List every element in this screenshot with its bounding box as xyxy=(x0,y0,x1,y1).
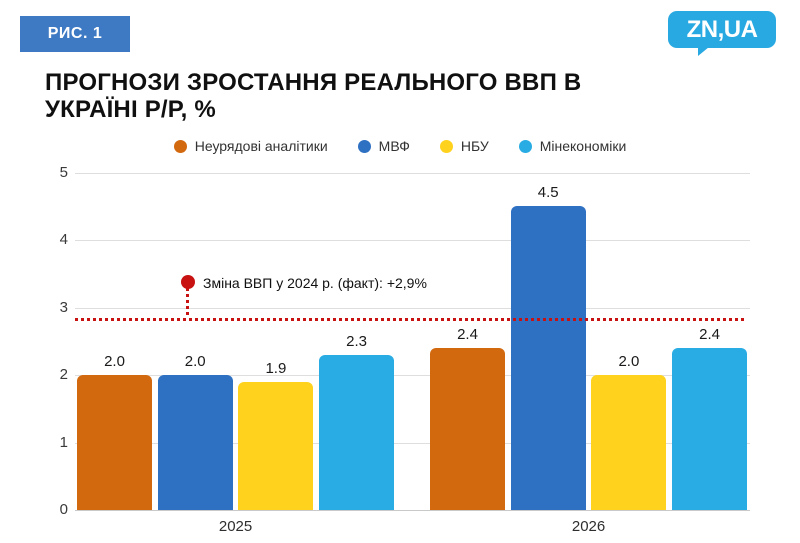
bar-2026-series-2 xyxy=(510,206,586,510)
bar-2026-series-1 xyxy=(430,348,505,510)
bar-value-label: 2.0 xyxy=(104,353,125,370)
y-axis-tick-label: 4 xyxy=(59,231,68,248)
figure-badge: РИС. 1 xyxy=(20,16,130,52)
legend-label: Мінекономіки xyxy=(539,138,627,154)
znua-logo-text: ZN,UA xyxy=(686,15,758,43)
legend-label: НБУ xyxy=(460,138,489,154)
bar-2025-series-4 xyxy=(319,354,395,510)
reference-dot-icon xyxy=(181,275,195,289)
bar-value-label: 4.5 xyxy=(537,184,559,202)
legend-color-dot-icon xyxy=(357,139,371,153)
znua-logo: ZN,UA xyxy=(668,11,776,56)
bar-value-label: 2.0 xyxy=(618,353,640,370)
y-axis-tick-label: 1 xyxy=(59,433,68,451)
logo-tail-icon xyxy=(698,47,709,56)
chart-legend: Неурядові аналітики МВФ НБУ Мінекономіки xyxy=(0,138,800,154)
bar-value-label: 2.3 xyxy=(346,332,368,350)
bar-2025-series-3 xyxy=(238,381,314,510)
legend-item: Неурядові аналітики xyxy=(173,138,328,154)
legend-item: НБУ xyxy=(439,138,489,154)
page-title-line2: УКРАЇНІ Р/Р, % xyxy=(45,96,216,123)
legend-color-dot-icon xyxy=(518,139,532,153)
legend-label: Неурядові аналітики xyxy=(194,138,328,154)
bar-2026-series-4 xyxy=(672,348,748,510)
y-axis-tick-label: 2 xyxy=(59,366,68,383)
x-axis-category-label: 2026 xyxy=(571,518,606,535)
y-axis-tick-label: 0 xyxy=(59,501,68,518)
gridline xyxy=(75,442,750,444)
bar-value-label: 2.4 xyxy=(699,326,721,343)
y-axis-tick-label: 3 xyxy=(59,298,68,316)
bar-2025-series-2 xyxy=(157,375,233,510)
gridline xyxy=(75,510,750,511)
page-title: ПРОГНОЗИ ЗРОСТАННЯ РЕАЛЬНОГО ВВП В УКРАЇ… xyxy=(45,69,581,123)
legend-color-dot-icon xyxy=(173,139,187,153)
gridline xyxy=(75,172,750,174)
legend-color-dot-icon xyxy=(439,139,453,153)
gridline xyxy=(75,375,750,376)
x-axis-category-label: 2025 xyxy=(218,518,253,535)
gridline xyxy=(75,307,750,309)
reference-connector-line xyxy=(186,288,189,318)
bar-value-label: 2.4 xyxy=(457,326,478,343)
gridline xyxy=(75,240,750,241)
bar-2025-series-1 xyxy=(77,375,152,510)
y-axis-tick-label: 5 xyxy=(59,163,68,181)
reference-annotation: Зміна ВВП у 2024 р. (факт): +2,9% xyxy=(203,275,427,291)
legend-label: МВФ xyxy=(378,138,410,154)
bar-value-label: 2.0 xyxy=(184,353,206,370)
reference-line xyxy=(75,318,745,321)
legend-item: Мінекономіки xyxy=(518,138,627,154)
bar-value-label: 1.9 xyxy=(265,359,287,377)
page-title-line1: ПРОГНОЗИ ЗРОСТАННЯ РЕАЛЬНОГО ВВП В xyxy=(45,69,582,96)
bar-2026-series-3 xyxy=(591,375,667,510)
legend-item: МВФ xyxy=(357,138,410,154)
